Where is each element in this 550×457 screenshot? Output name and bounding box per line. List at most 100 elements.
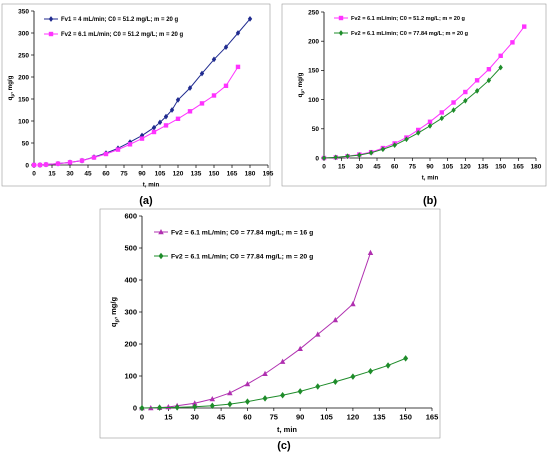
x-tick-label-b: 60 xyxy=(391,164,399,171)
data-point-a-1 xyxy=(187,85,193,91)
x-axis-label-c: t, min xyxy=(277,425,297,434)
chart-frame-a xyxy=(1,3,271,187)
chart-panel-b: 0 50 100 150 200 250 0 15 30 45 60 75 90 105 120 135 150… xyxy=(281,3,547,187)
legend-marker-c-1 xyxy=(158,229,164,235)
data-point-b-1 xyxy=(451,100,456,105)
data-point-a-2 xyxy=(79,158,85,163)
data-point-a-2 xyxy=(187,109,193,114)
data-point-c-2 xyxy=(280,391,286,399)
x-tick-label-c: 45 xyxy=(217,413,225,422)
data-point-b-2 xyxy=(357,152,362,158)
data-point-c-2 xyxy=(209,402,215,410)
x-tick-label-a: 45 xyxy=(84,171,92,178)
legend-marker-a-1 xyxy=(48,16,54,22)
data-point-b-2 xyxy=(321,155,327,161)
x-tick-label-c: 15 xyxy=(164,413,172,422)
y-tick-label-b: 150 xyxy=(308,68,319,75)
data-point-c-2 xyxy=(350,373,356,380)
y-tick-label-b: 100 xyxy=(308,97,319,104)
x-axis-label-a: t, min xyxy=(143,182,160,189)
data-point-c-1 xyxy=(350,301,356,307)
x-tick-label-a: 195 xyxy=(263,171,274,178)
panel-label-a: (a) xyxy=(139,195,153,207)
x-tick-label-a: 180 xyxy=(245,171,256,178)
x-tick-label-a: 90 xyxy=(138,171,146,178)
data-point-c-2 xyxy=(139,404,145,412)
y-tick-label-b: 250 xyxy=(308,9,319,16)
data-point-c-1 xyxy=(279,358,286,364)
data-point-a-2 xyxy=(175,116,181,121)
data-point-a-1 xyxy=(163,113,169,120)
data-point-b-2 xyxy=(416,130,421,136)
x-tick-label-a: 30 xyxy=(66,171,74,178)
x-tick-label-c: 150 xyxy=(399,413,412,422)
data-point-b-2 xyxy=(404,136,409,143)
x-tick-label-b: 90 xyxy=(426,164,434,171)
y-tick-label-b: 50 xyxy=(312,126,320,133)
data-point-a-2 xyxy=(55,161,61,166)
x-tick-label-b: 180 xyxy=(531,164,542,171)
legend-label-c-2: Fv2 = 6.1 mL/min; C0 = 77.84 mg/L; m = 2… xyxy=(171,253,313,260)
data-point-a-1 xyxy=(175,97,181,103)
legend-marker-b-2 xyxy=(338,30,344,36)
data-point-a-1 xyxy=(199,70,205,77)
data-point-c-2 xyxy=(297,388,303,395)
x-tick-label-b: 165 xyxy=(513,164,524,171)
data-point-a-2 xyxy=(67,160,73,165)
x-tick-label-b: 135 xyxy=(478,164,489,171)
y-tick-label-a: 100 xyxy=(18,118,29,125)
data-point-b-2 xyxy=(463,97,468,104)
data-point-a-1 xyxy=(169,107,175,113)
data-point-b-2 xyxy=(486,77,492,84)
data-point-a-1 xyxy=(247,16,253,22)
y-tick-label-c: 500 xyxy=(124,244,137,253)
x-tick-label-a: 15 xyxy=(48,171,56,178)
x-tick-label-a: 135 xyxy=(191,171,202,178)
data-point-a-1 xyxy=(139,132,145,139)
x-tick-label-b: 0 xyxy=(322,164,326,171)
data-point-a-1 xyxy=(157,119,163,126)
y-axis-label-c: qp, mg/g xyxy=(109,297,120,328)
legend-label-b-1: Fv2 = 6.1 mL/min; C0 = 51.2 mg/L; m = 20… xyxy=(351,16,466,22)
y-tick-label-a: 250 xyxy=(18,52,29,59)
x-tick-label-c: 30 xyxy=(191,413,199,422)
x-tick-label-a: 120 xyxy=(173,171,184,178)
y-tick-label-c: 400 xyxy=(124,276,137,285)
x-axis-label-b: t, min xyxy=(422,175,439,182)
data-point-b-2 xyxy=(474,87,480,94)
data-point-b-2 xyxy=(498,64,503,71)
series-line-c-2 xyxy=(141,357,406,409)
data-point-a-2 xyxy=(31,162,37,168)
data-point-a-2 xyxy=(199,101,205,106)
data-point-a-2 xyxy=(103,151,109,157)
x-tick-label-c: 105 xyxy=(320,413,333,422)
legend-label-b-2: Fv2 = 6.1 mL/min; C0 = 77.84 mg/L; m = 2… xyxy=(351,31,469,37)
chart-frame-b xyxy=(281,3,547,187)
data-point-b-1 xyxy=(510,40,515,45)
legend-marker-a-2 xyxy=(48,31,54,37)
x-tick-label-c: 135 xyxy=(373,413,386,422)
x-tick-label-c: 60 xyxy=(243,413,251,422)
data-point-b-1 xyxy=(439,110,444,115)
data-point-a-1 xyxy=(151,124,157,131)
data-point-a-1 xyxy=(223,44,229,50)
x-tick-label-b: 15 xyxy=(338,164,346,171)
y-tick-label-a: 0 xyxy=(25,162,29,169)
y-axis-label-a: qp, mg/g xyxy=(7,75,15,100)
data-point-c-1 xyxy=(227,389,233,396)
data-point-c-2 xyxy=(315,383,321,390)
x-tick-label-a: 60 xyxy=(102,171,110,178)
chart-panel-a: 0 50 100 150 200 250 300 350 0 15 30 45 60 75 90 105 120… xyxy=(1,3,274,189)
data-point-c-2 xyxy=(192,403,198,410)
data-point-c-2 xyxy=(227,400,233,408)
data-point-b-2 xyxy=(380,146,386,153)
data-point-b-2 xyxy=(451,107,456,113)
y-tick-label-c: 600 xyxy=(124,212,137,221)
x-tick-label-a: 105 xyxy=(155,171,166,178)
data-point-b-1 xyxy=(486,67,492,72)
x-tick-label-b: 105 xyxy=(442,164,453,171)
data-point-a-2 xyxy=(91,155,97,160)
data-point-c-2 xyxy=(157,404,163,411)
series-line-b-2 xyxy=(323,67,502,159)
data-point-c-1 xyxy=(367,249,374,256)
